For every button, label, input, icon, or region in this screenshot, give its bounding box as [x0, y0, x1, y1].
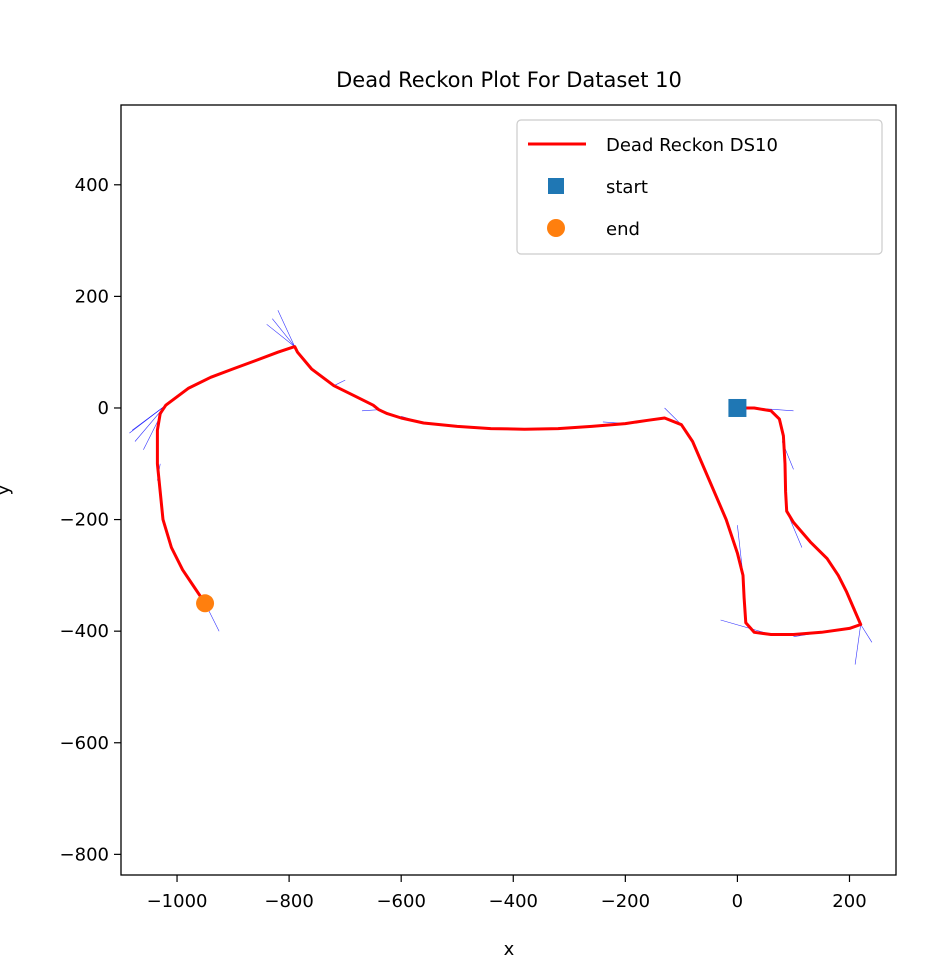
legend-label: start — [606, 177, 648, 198]
legend-label: end — [606, 219, 640, 240]
heading-vector-10 — [664, 407, 682, 425]
series-lines — [155, 345, 863, 636]
legend-box — [516, 119, 883, 255]
chart-title: Dead Reckon Plot For Dataset 10 — [336, 68, 682, 92]
x-axis-ticks: −1000 −800 −600 −400 −200 0 200 — [147, 875, 867, 912]
y-axis-label: y — [0, 484, 14, 495]
y-tick-label: −600 — [60, 733, 109, 754]
heading-vector-5 — [860, 624, 873, 643]
x-tick-label: −800 — [264, 891, 313, 912]
heading-vector-6 — [854, 624, 861, 665]
heading-vector-16 — [277, 310, 295, 347]
y-tick-label: −800 — [60, 844, 109, 865]
y-tick-label: 400 — [75, 175, 109, 196]
y-tick-label: 0 — [98, 398, 109, 419]
x-tick-label: −400 — [489, 891, 538, 912]
heading-vector-19 — [129, 404, 166, 434]
series-markers — [196, 398, 747, 613]
x-tick-label: −600 — [376, 891, 425, 912]
heading-vector-15 — [272, 318, 295, 347]
x-tick-label: −200 — [601, 891, 650, 912]
x-tick-label: 200 — [832, 891, 866, 912]
start-marker — [728, 398, 747, 417]
series-line-dead-reckon — [155, 345, 863, 636]
legend-swatch-square — [548, 178, 564, 194]
x-tick-label: −1000 — [147, 891, 208, 912]
end-marker — [196, 594, 215, 613]
y-tick-label: 200 — [75, 286, 109, 307]
heading-vector-14 — [333, 379, 346, 386]
legend-label: Dead Reckon DS10 — [606, 135, 778, 156]
heading-vector-17 — [266, 324, 295, 347]
plot-frame — [120, 104, 897, 876]
x-axis-label: x — [504, 939, 515, 960]
y-tick-label: −400 — [60, 621, 109, 642]
y-tick-label: −200 — [60, 510, 109, 531]
legend: Dead Reckon DS10 start end — [516, 119, 883, 255]
heading-vector-13 — [361, 409, 379, 412]
x-tick-label: 0 — [732, 891, 743, 912]
legend-swatch-circle — [547, 219, 565, 237]
y-axis-ticks: 400 200 0 −200 −400 −600 −800 — [60, 175, 121, 865]
